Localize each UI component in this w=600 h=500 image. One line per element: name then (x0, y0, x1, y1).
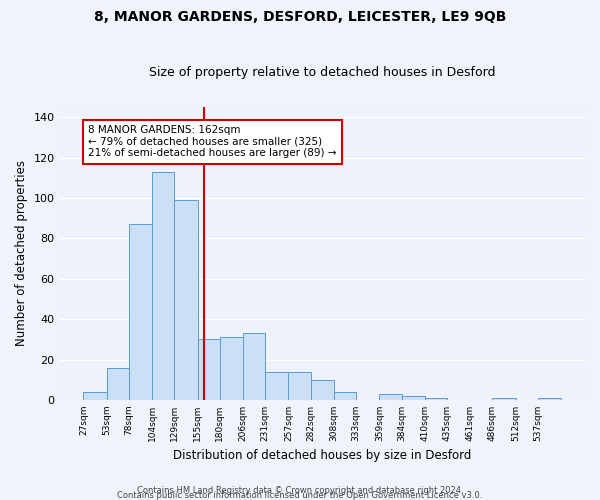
Text: 8 MANOR GARDENS: 162sqm
← 79% of detached houses are smaller (325)
21% of semi-d: 8 MANOR GARDENS: 162sqm ← 79% of detache… (88, 125, 337, 158)
Bar (243, 334, 265, 400)
Bar (220, 338, 243, 400)
Bar (425, 398, 447, 400)
Text: Contains public sector information licensed under the Open Government Licence v3: Contains public sector information licen… (118, 491, 482, 500)
Bar (289, 372, 311, 400)
Bar (83, 392, 107, 400)
Bar (401, 396, 425, 400)
Bar (175, 200, 197, 400)
Bar (197, 340, 220, 400)
Bar (334, 392, 356, 400)
X-axis label: Distribution of detached houses by size in Desford: Distribution of detached houses by size … (173, 450, 472, 462)
Bar (538, 398, 561, 400)
Bar (265, 372, 289, 400)
Bar (152, 172, 175, 400)
Text: 8, MANOR GARDENS, DESFORD, LEICESTER, LE9 9QB: 8, MANOR GARDENS, DESFORD, LEICESTER, LE… (94, 10, 506, 24)
Bar (129, 224, 152, 400)
Bar (493, 398, 515, 400)
Bar (379, 394, 401, 400)
Bar (311, 380, 334, 400)
Title: Size of property relative to detached houses in Desford: Size of property relative to detached ho… (149, 66, 496, 80)
Text: Contains HM Land Registry data © Crown copyright and database right 2024.: Contains HM Land Registry data © Crown c… (137, 486, 463, 495)
Bar (107, 368, 129, 400)
Y-axis label: Number of detached properties: Number of detached properties (15, 160, 28, 346)
